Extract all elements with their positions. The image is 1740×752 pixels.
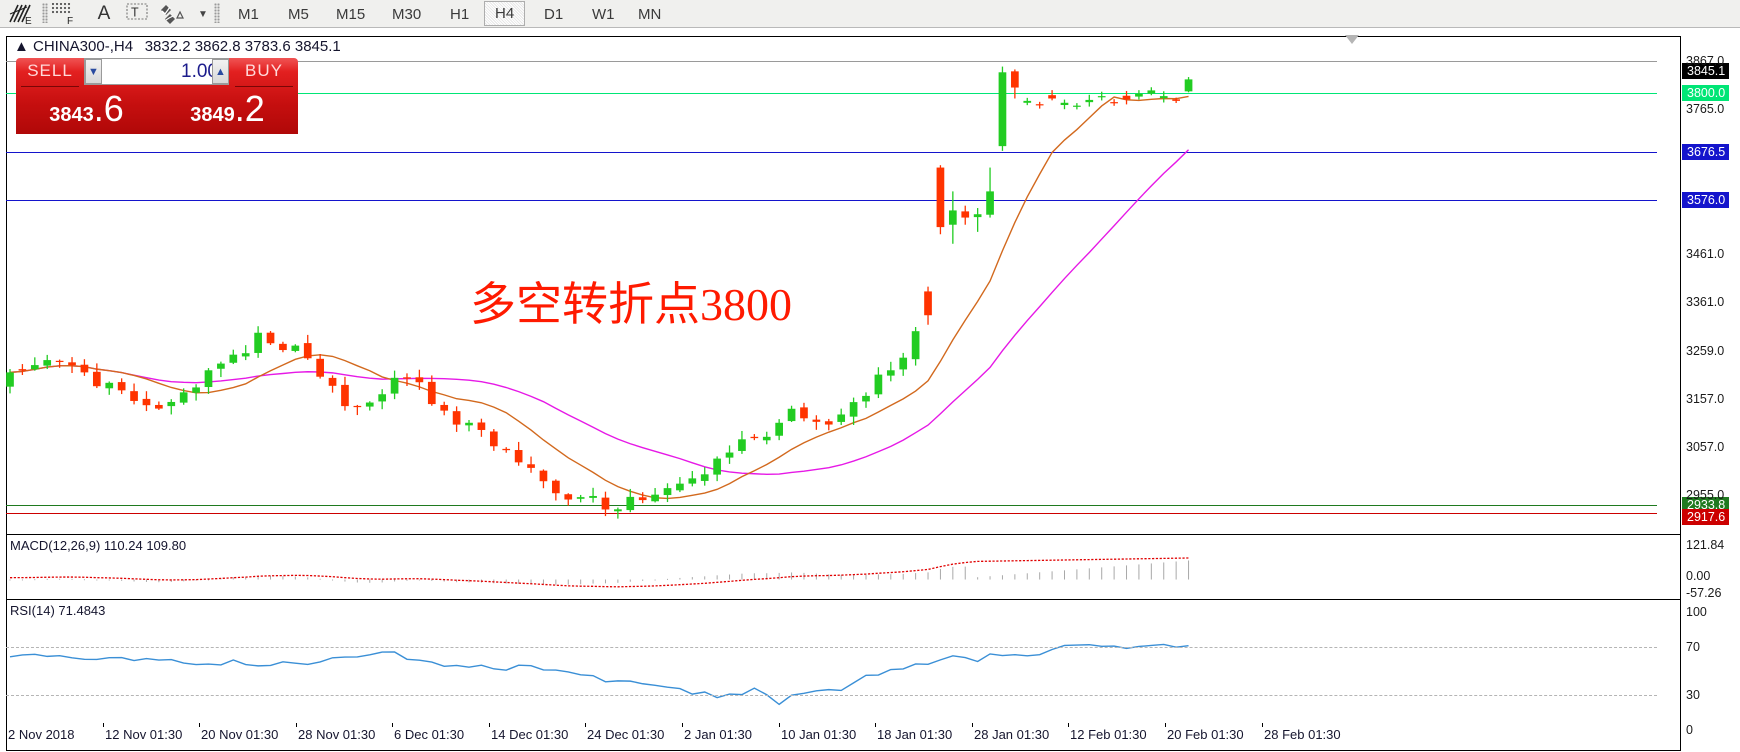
svg-text:F: F xyxy=(67,16,73,25)
svg-text:T: T xyxy=(131,6,139,20)
svg-text:E: E xyxy=(25,16,32,25)
